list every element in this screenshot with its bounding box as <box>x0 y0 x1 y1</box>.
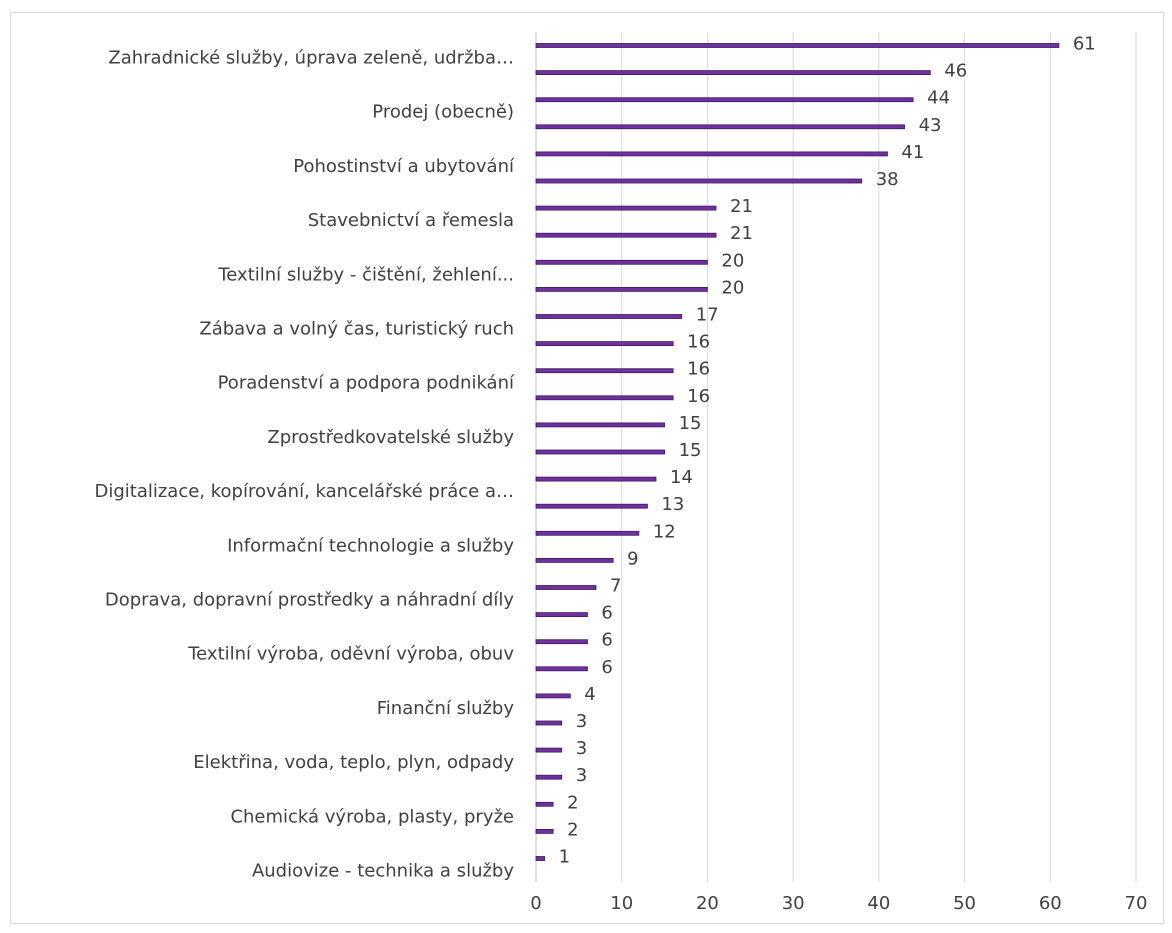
bar-18 <box>535 530 640 536</box>
data-label-3: 43 <box>919 115 942 136</box>
category-label-1: Prodej (obecně) <box>372 102 514 123</box>
category-label-14: Chemická výroba, plasty, pryže <box>230 806 514 827</box>
data-label-5: 38 <box>876 169 899 190</box>
bar-24 <box>535 693 571 699</box>
bar-26 <box>535 747 563 753</box>
category-label-10: Doprava, dopravní prostředky a náhradní … <box>105 590 514 611</box>
x-tick-label-6: 60 <box>1039 893 1062 914</box>
data-label-25: 3 <box>576 711 587 732</box>
data-label-1: 46 <box>944 61 967 82</box>
bar-2 <box>535 97 914 103</box>
x-tick-label-3: 30 <box>782 893 805 914</box>
category-label-8: Digitalizace, kopírování, kancelářské pr… <box>94 481 514 502</box>
data-label-26: 3 <box>576 738 587 759</box>
bar-15 <box>535 449 665 455</box>
bar-7 <box>535 232 717 238</box>
bar-0 <box>535 43 1060 48</box>
data-label-20: 7 <box>610 576 621 597</box>
category-label-11: Textilní výroba, oděvní výroba, obuv <box>187 644 514 665</box>
bar-20 <box>535 585 597 590</box>
data-label-15: 15 <box>679 440 702 461</box>
bar-29 <box>535 829 554 834</box>
category-label-15: Audiovize - technika a služby <box>252 861 514 882</box>
x-tick-label-4: 40 <box>867 893 890 914</box>
data-label-16: 14 <box>670 467 693 488</box>
bar-5 <box>535 178 863 184</box>
data-label-0: 61 <box>1073 34 1096 55</box>
bar-8 <box>535 259 708 265</box>
bar-13 <box>535 395 674 401</box>
data-label-29: 2 <box>567 819 578 840</box>
data-label-11: 16 <box>687 332 710 353</box>
category-label-0: Zahradnické služby, úprava zeleně, udržb… <box>108 48 514 69</box>
bar-28 <box>535 801 554 807</box>
data-label-10: 17 <box>696 305 719 326</box>
bar-4 <box>535 151 888 157</box>
data-label-18: 12 <box>653 521 676 542</box>
bar-14 <box>535 422 665 428</box>
bar-21 <box>535 612 588 617</box>
data-label-19: 9 <box>627 548 638 569</box>
x-tick-label-1: 10 <box>610 893 633 914</box>
data-label-8: 20 <box>721 250 744 271</box>
x-tick-label-7: 70 <box>1125 893 1148 914</box>
category-label-5: Zábava a volný čas, turistický ruch <box>199 319 514 340</box>
category-label-6: Poradenství a podpora podnikání <box>218 373 515 394</box>
bar-3 <box>535 124 905 130</box>
category-label-2: Pohostinství a ubytování <box>293 156 515 177</box>
bar-6 <box>535 205 717 211</box>
category-label-4: Textilní služby - čištění, žehlení... <box>217 264 514 285</box>
data-label-21: 6 <box>601 603 612 624</box>
data-label-7: 21 <box>730 223 753 244</box>
bar-27 <box>535 774 563 780</box>
data-label-9: 20 <box>721 277 744 298</box>
bar-12 <box>535 368 674 374</box>
chart-frame <box>10 12 1164 924</box>
data-label-27: 3 <box>576 765 587 786</box>
data-label-13: 16 <box>687 386 710 407</box>
data-label-2: 44 <box>927 88 950 109</box>
data-label-14: 15 <box>679 413 702 434</box>
data-label-6: 21 <box>730 196 753 217</box>
bar-9 <box>535 286 708 292</box>
data-label-4: 41 <box>901 142 924 163</box>
category-label-9: Informační technologie a služby <box>227 535 514 556</box>
data-label-22: 6 <box>601 630 612 651</box>
bar-22 <box>535 639 588 645</box>
x-tick-label-2: 20 <box>696 893 719 914</box>
category-label-13: Elektřina, voda, teplo, plyn, odpady <box>193 752 514 773</box>
bar-11 <box>535 341 674 347</box>
data-label-23: 6 <box>601 657 612 678</box>
category-label-12: Finanční služby <box>377 698 515 719</box>
data-label-30: 1 <box>559 847 570 868</box>
data-label-24: 4 <box>584 684 595 705</box>
bar-25 <box>535 720 563 726</box>
x-tick-label-5: 50 <box>953 893 976 914</box>
data-label-28: 2 <box>567 792 578 813</box>
data-label-12: 16 <box>687 359 710 380</box>
bar-17 <box>535 503 648 509</box>
bar-1 <box>535 70 931 75</box>
category-label-7: Zprostředkovatelské služby <box>267 427 514 448</box>
category-label-3: Stavebnictví a řemesla <box>308 210 514 231</box>
bar-19 <box>535 558 614 563</box>
bar-16 <box>535 476 657 482</box>
bar-30 <box>535 856 545 861</box>
bar-23 <box>535 666 588 672</box>
bar-10 <box>535 314 683 319</box>
x-tick-label-0: 0 <box>530 893 541 914</box>
data-label-17: 13 <box>661 494 684 515</box>
